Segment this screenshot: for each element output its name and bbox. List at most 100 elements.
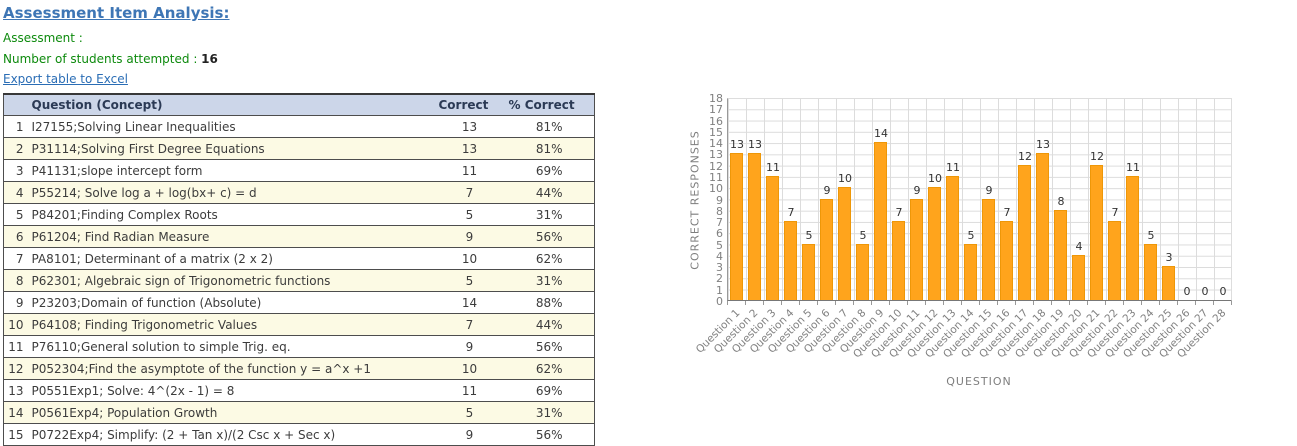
cell-question: P55214; Solve log a + log(bx+ c) = d bbox=[27, 181, 435, 204]
cell-question: P62301; Algebraic sign of Trigonometric … bbox=[27, 269, 435, 292]
bar-question-3 bbox=[766, 175, 779, 300]
bar-question-21 bbox=[1090, 164, 1103, 300]
bar-value-label: 10 bbox=[838, 172, 852, 186]
cell-correct: 10 bbox=[434, 357, 505, 380]
cell-percent: 81% bbox=[504, 137, 595, 160]
cell-question: P41131;slope intercept form bbox=[27, 159, 435, 182]
bar-question-6 bbox=[820, 198, 833, 300]
y-tick-label: 9 bbox=[716, 193, 723, 207]
bar-value-label: 7 bbox=[787, 206, 795, 220]
table-row: 11 P76110;General solution to simple Trig… bbox=[3, 335, 595, 358]
y-tick-label: 7 bbox=[716, 216, 723, 230]
y-tick-label: 17 bbox=[709, 103, 723, 117]
cell-percent: 56% bbox=[504, 423, 595, 446]
students-attempted-count: 16 bbox=[201, 52, 218, 66]
cell-question: P23203;Domain of function (Absolute) bbox=[27, 291, 435, 314]
cell-percent: 62% bbox=[504, 247, 595, 270]
cell-correct: 5 bbox=[434, 401, 505, 424]
cell-num: 15 bbox=[3, 423, 28, 446]
bar-slot: 0 bbox=[1214, 99, 1232, 300]
bar-question-18 bbox=[1036, 153, 1049, 300]
x-axis-title: QUESTION bbox=[946, 375, 1012, 388]
bar-value-label: 5 bbox=[967, 228, 975, 242]
y-tick-label: 5 bbox=[716, 238, 723, 252]
cell-num: 10 bbox=[3, 313, 28, 336]
page-title: Assessment Item Analysis: bbox=[3, 4, 230, 22]
bar-value-label: 9 bbox=[913, 183, 921, 197]
cell-question: P64108; Finding Trigonometric Values bbox=[27, 313, 435, 336]
students-attempted-line: Number of students attempted : 16 bbox=[3, 52, 595, 66]
bar-value-label: 10 bbox=[928, 172, 942, 186]
cell-correct: 5 bbox=[434, 203, 505, 226]
cell-correct: 5 bbox=[434, 269, 505, 292]
bar-value-label: 0 bbox=[1219, 285, 1227, 298]
bar-question-13 bbox=[946, 175, 959, 300]
bar-value-label: 0 bbox=[1201, 285, 1209, 298]
bar-value-label: 13 bbox=[748, 138, 762, 152]
table-row: 4 P55214; Solve log a + log(bx+ c) = d 7 44… bbox=[3, 181, 595, 204]
bar-slot: 13 bbox=[746, 99, 764, 300]
cell-num: 6 bbox=[3, 225, 28, 248]
bar-slot: 0 bbox=[1196, 99, 1214, 300]
bar-slot: 12 bbox=[1016, 99, 1034, 300]
cell-correct: 7 bbox=[434, 313, 505, 336]
table-row: 13 P0551Exp1; Solve: 4^(2x - 1) = 8 11 69% bbox=[3, 379, 595, 402]
bar-slot: 9 bbox=[980, 99, 998, 300]
bar-question-11 bbox=[910, 198, 923, 300]
bar-slot: 13 bbox=[1034, 99, 1052, 300]
cell-percent: 44% bbox=[504, 181, 595, 204]
bar-value-label: 14 bbox=[874, 127, 888, 141]
y-tick-label: 10 bbox=[709, 182, 723, 196]
bar-question-7 bbox=[838, 187, 851, 300]
header-number bbox=[3, 93, 28, 116]
bar-slot: 12 bbox=[1088, 99, 1106, 300]
bar-value-label: 7 bbox=[1003, 206, 1011, 220]
bar-slot: 13 bbox=[728, 99, 746, 300]
cell-correct: 9 bbox=[434, 335, 505, 358]
bar-value-label: 11 bbox=[1126, 160, 1140, 174]
cell-question: P0722Exp4; Simplify: (2 + Tan x)/(2 Csc … bbox=[27, 423, 435, 446]
bar-slot: 5 bbox=[800, 99, 818, 300]
bar-question-19 bbox=[1054, 209, 1067, 300]
y-tick-label: 15 bbox=[709, 125, 723, 139]
bar-slot: 9 bbox=[818, 99, 836, 300]
cell-correct: 13 bbox=[434, 115, 505, 138]
bar-value-label: 13 bbox=[1036, 138, 1050, 152]
table-body: 1 I27155;Solving Linear Inequalities 13 81%… bbox=[3, 115, 595, 446]
bar-slot: 8 bbox=[1052, 99, 1070, 300]
export-to-excel-link[interactable]: Export table to Excel bbox=[3, 72, 128, 86]
report-panel: Assessment Item Analysis: Assessment : N… bbox=[3, 4, 595, 446]
bar-slot: 3 bbox=[1160, 99, 1178, 300]
bar-question-24 bbox=[1144, 243, 1157, 300]
bar-slot: 10 bbox=[836, 99, 854, 300]
bar-value-label: 8 bbox=[1057, 194, 1065, 208]
cell-percent: 69% bbox=[504, 159, 595, 182]
bar-value-label: 12 bbox=[1018, 149, 1032, 163]
cell-question: PA8101; Determinant of a matrix (2 x 2) bbox=[27, 247, 435, 270]
bar-slot: 0 bbox=[1178, 99, 1196, 300]
cell-correct: 11 bbox=[434, 379, 505, 402]
cell-question: P61204; Find Radian Measure bbox=[27, 225, 435, 248]
bar-slot: 7 bbox=[890, 99, 908, 300]
table-row: 1 I27155;Solving Linear Inequalities 13 81% bbox=[3, 115, 595, 138]
cell-correct: 9 bbox=[434, 225, 505, 248]
cell-question: P31114;Solving First Degree Equations bbox=[27, 137, 435, 160]
table-row: 14 P0561Exp4; Population Growth 5 31% bbox=[3, 401, 595, 424]
table-row: 5 P84201;Finding Complex Roots 5 31% bbox=[3, 203, 595, 226]
bar-slot: 7 bbox=[1106, 99, 1124, 300]
cell-question: P76110;General solution to simple Trig. … bbox=[27, 335, 435, 358]
bar-question-4 bbox=[784, 221, 797, 300]
y-tick-label: 18 bbox=[709, 92, 723, 105]
y-tick-label: 4 bbox=[716, 249, 723, 263]
y-tick-label: 1 bbox=[716, 283, 723, 297]
assessment-label: Assessment : bbox=[3, 31, 83, 45]
table-row: 9 P23203;Domain of function (Absolute) 14 8… bbox=[3, 291, 595, 314]
y-tick-label: 11 bbox=[709, 170, 723, 184]
bar-value-label: 0 bbox=[1183, 285, 1191, 298]
bar-slot: 5 bbox=[854, 99, 872, 300]
cell-correct: 7 bbox=[434, 181, 505, 204]
bar-slot: 14 bbox=[872, 99, 890, 300]
cell-question: P0551Exp1; Solve: 4^(2x - 1) = 8 bbox=[27, 379, 435, 402]
bar-slot: 11 bbox=[1124, 99, 1142, 300]
table-header-row: Question (Concept) Correct % Correct bbox=[3, 93, 595, 116]
